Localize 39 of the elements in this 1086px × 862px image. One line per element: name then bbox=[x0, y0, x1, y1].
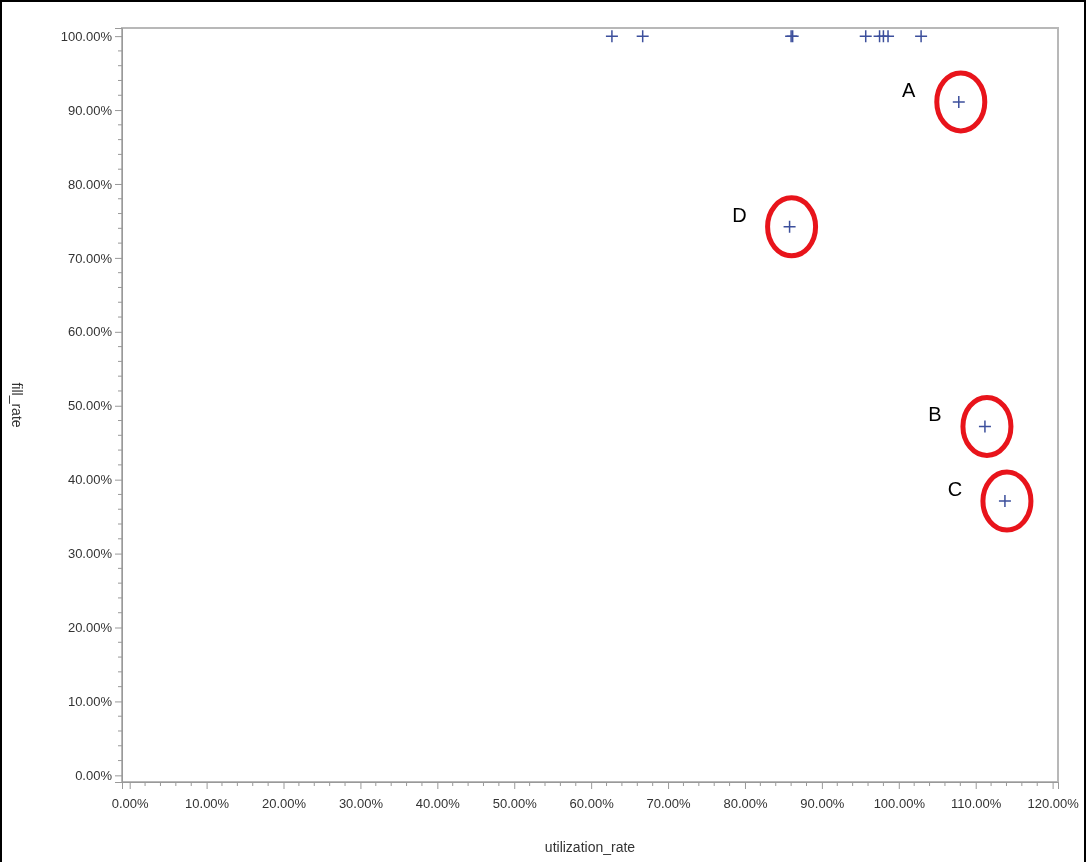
y-tick-label: 0.00% bbox=[75, 768, 113, 784]
y-tick-label: 70.00% bbox=[67, 250, 113, 266]
x-tick-label: 30.00% bbox=[338, 795, 384, 811]
y-tick-label: 30.00% bbox=[67, 546, 113, 562]
x-tick-label: 40.00% bbox=[415, 795, 461, 811]
annotation: A bbox=[902, 78, 917, 101]
y-tick-label: 50.00% bbox=[67, 398, 113, 414]
annotation: B bbox=[928, 403, 942, 426]
y-tick-label: 10.00% bbox=[67, 694, 113, 710]
point bbox=[914, 29, 928, 43]
point bbox=[858, 29, 873, 43]
y-tick-label: 40.00% bbox=[67, 472, 113, 488]
x-tick-label: 20.00% bbox=[261, 795, 307, 811]
y-axis-title: fill_rate bbox=[9, 382, 25, 428]
y-tick-label: 100.00% bbox=[60, 28, 113, 44]
y-tick-label: 20.00% bbox=[67, 620, 113, 636]
x-tick-label: 10.00% bbox=[185, 795, 230, 811]
y-tick-label: 80.00% bbox=[67, 176, 113, 192]
annotation: D bbox=[732, 203, 747, 226]
point bbox=[952, 95, 966, 109]
y-tick-label: 90.00% bbox=[67, 102, 113, 118]
point bbox=[881, 29, 895, 43]
x-tick-label: 110.00% bbox=[951, 795, 1002, 811]
x-tick-label: 80.00% bbox=[723, 795, 768, 811]
point bbox=[978, 419, 992, 434]
point bbox=[635, 29, 650, 43]
x-tick-label: 100.00% bbox=[873, 795, 926, 811]
x-tick-label: 60.00% bbox=[569, 795, 615, 811]
point bbox=[605, 29, 619, 43]
point bbox=[998, 494, 1012, 508]
point bbox=[782, 220, 797, 234]
x-tick-label: 120.00% bbox=[1027, 795, 1080, 811]
x-axis-title: utilization_rate bbox=[544, 839, 636, 855]
x-tick-label: 0.00% bbox=[111, 795, 150, 811]
x-tick-label: 70.00% bbox=[646, 795, 692, 811]
y-tick-label: 60.00% bbox=[67, 324, 113, 340]
x-tick-label: 50.00% bbox=[492, 795, 538, 811]
annotation: C bbox=[947, 478, 963, 501]
x-tick-label: 90.00% bbox=[800, 795, 845, 811]
